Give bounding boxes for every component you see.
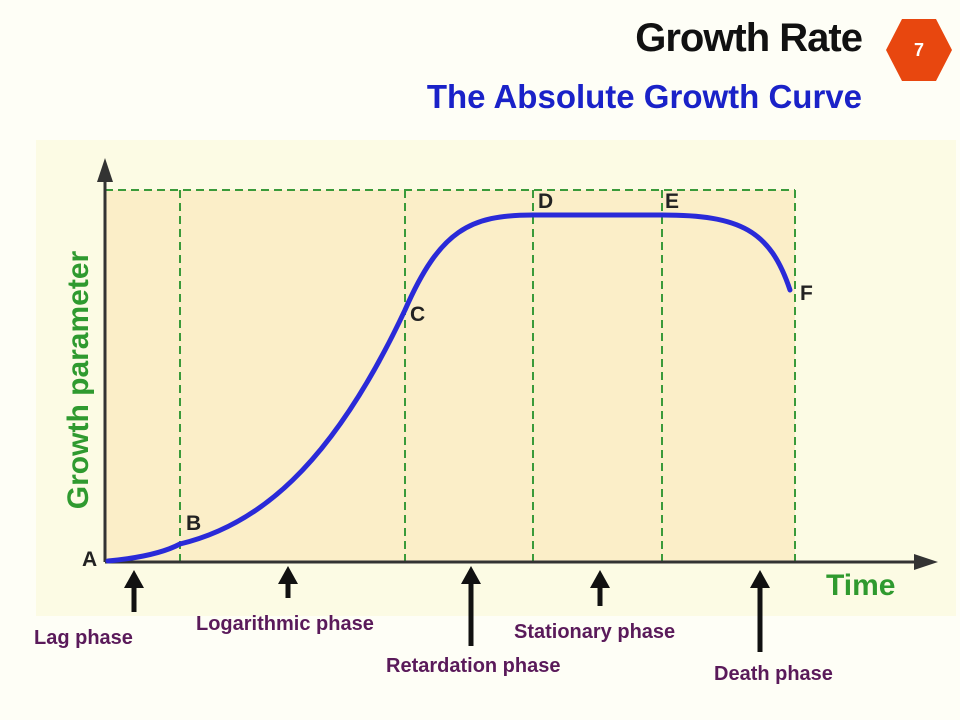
point-label-c: C bbox=[410, 303, 425, 326]
plot-area bbox=[105, 190, 795, 562]
death-phase-arrow-head-icon bbox=[750, 570, 770, 588]
phase-arrows bbox=[124, 566, 770, 652]
logarithmic-phase-arrow-head-icon bbox=[278, 566, 298, 584]
slide-title: Growth Rate bbox=[635, 16, 863, 60]
growth-curve bbox=[105, 212, 793, 564]
x-axis-arrow-icon bbox=[914, 554, 938, 570]
phase-label-retardation: Retardation phase bbox=[386, 655, 560, 677]
phase-label-logarithmic: Logarithmic phase bbox=[196, 613, 374, 635]
x-axis-label: Time bbox=[826, 569, 895, 602]
grid-lines bbox=[105, 189, 796, 562]
point-label-b: B bbox=[186, 512, 201, 535]
lag-phase-arrow-head-icon bbox=[124, 570, 144, 588]
point-label-e: E bbox=[665, 190, 679, 213]
stationary-phase-arrow-head-icon bbox=[590, 570, 610, 588]
point-label-f: F bbox=[800, 282, 813, 305]
slide-number: 7 bbox=[913, 40, 924, 60]
slide-number-hexagon-icon bbox=[886, 19, 952, 81]
y-axis-arrow-icon bbox=[97, 158, 113, 182]
phase-label-stationary: Stationary phase bbox=[514, 621, 675, 643]
y-axis-label: Growth parameter bbox=[62, 250, 95, 509]
phase-label-death: Death phase bbox=[714, 663, 833, 685]
point-label-a: A bbox=[82, 548, 97, 571]
point-label-d: D bbox=[538, 190, 553, 213]
slide-subtitle: The Absolute Growth Curve bbox=[426, 78, 862, 115]
phase-label-lag: Lag phase bbox=[34, 627, 133, 649]
retardation-phase-arrow-head-icon bbox=[461, 566, 481, 584]
